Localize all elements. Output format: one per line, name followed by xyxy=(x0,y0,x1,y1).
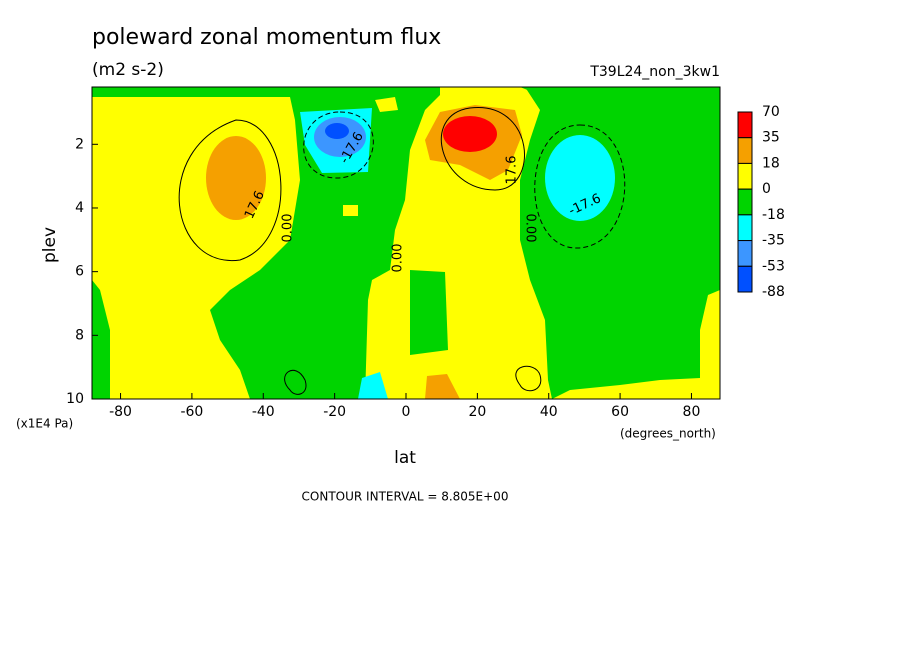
contour-region xyxy=(425,374,460,399)
y-tick-label: 10 xyxy=(66,391,84,407)
colorbar-label: -88 xyxy=(762,284,785,300)
contour-region xyxy=(325,123,349,139)
colorbar-box xyxy=(737,188,753,216)
colorbar-box xyxy=(737,162,753,190)
x-unit: (degrees_north) xyxy=(620,427,716,441)
colorbar-label: -18 xyxy=(762,207,785,223)
y-tick-label: 4 xyxy=(75,200,84,216)
contour-region xyxy=(206,136,266,220)
field xyxy=(92,87,720,399)
contour-region xyxy=(343,205,358,216)
x-tick-label: -40 xyxy=(252,404,275,420)
run-label: T39L24_non_3kw1 xyxy=(589,64,720,80)
contour-line xyxy=(284,369,307,395)
colorbar-label: -53 xyxy=(762,258,785,274)
colorbar-label: 0 xyxy=(762,181,771,197)
colorbar-box xyxy=(737,240,753,267)
contour-region xyxy=(358,372,388,399)
contour-line xyxy=(303,111,374,179)
colorbar-label: 35 xyxy=(762,130,780,146)
contour-region xyxy=(443,116,497,152)
x-tick-label: 20 xyxy=(468,404,486,420)
contour-label: 17.6 xyxy=(505,156,520,185)
contour-label: 0.00 xyxy=(281,214,296,243)
y-unit: (x1E4 Pa) xyxy=(16,417,73,431)
footer: CONTOUR INTERVAL = 8.805E+00 xyxy=(302,490,509,504)
x-tick-label: 60 xyxy=(611,404,629,420)
y-axis-label: plev xyxy=(40,227,60,263)
x-tick-label: -60 xyxy=(180,404,203,420)
contour-region xyxy=(410,270,448,355)
contour-region xyxy=(375,97,398,112)
chart-subtitle: (m2 s-2) xyxy=(92,60,164,80)
x-tick-label: 0 xyxy=(402,404,411,420)
colorbar-box xyxy=(737,111,753,139)
chart-title: poleward zonal momentum flux xyxy=(92,25,441,50)
contour-line xyxy=(534,124,626,249)
contour-region xyxy=(92,280,110,399)
contour-region xyxy=(545,135,615,221)
contour-line xyxy=(441,107,525,191)
x-tick-label: 40 xyxy=(540,404,558,420)
y-tick-label: 8 xyxy=(75,327,84,343)
colorbar-label: 70 xyxy=(762,104,780,120)
contour-region xyxy=(92,87,720,399)
colorbar-label: 18 xyxy=(762,155,780,171)
x-tick-label: -80 xyxy=(109,404,132,420)
x-axis-label: lat xyxy=(394,448,416,468)
contour-label: 0.00 xyxy=(523,214,538,243)
y-tick-label: 6 xyxy=(75,264,84,280)
x-tick-label: -20 xyxy=(323,404,346,420)
contour-line xyxy=(515,365,542,392)
contour-region xyxy=(520,87,720,399)
y-tick-label: 2 xyxy=(75,136,84,152)
x-tick-label: 80 xyxy=(683,404,701,420)
colorbar-box xyxy=(737,214,753,242)
colorbar-box xyxy=(737,265,753,293)
contour-label: 0.00 xyxy=(391,244,406,273)
contour-line xyxy=(178,119,282,261)
colorbar-label: -35 xyxy=(762,233,785,249)
colorbar-box xyxy=(737,137,753,164)
